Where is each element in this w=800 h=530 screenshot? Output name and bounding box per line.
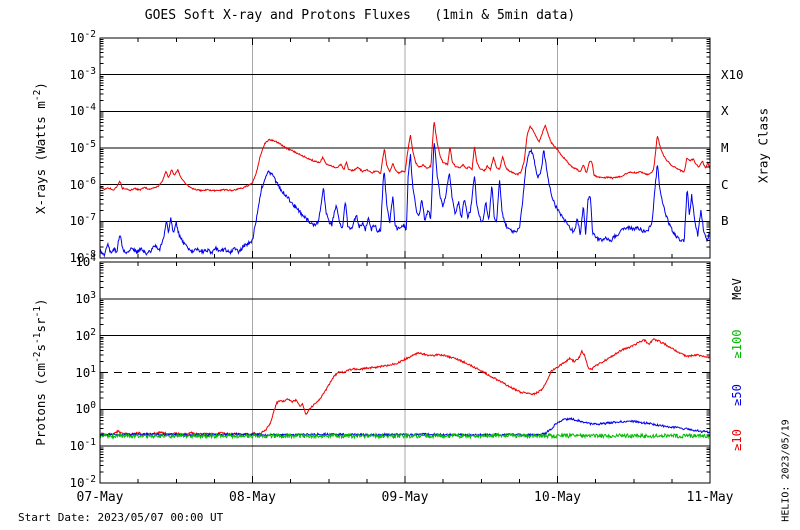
xray-short-series bbox=[100, 143, 710, 258]
xray-long-series bbox=[100, 122, 710, 193]
protons-ge100-series bbox=[100, 432, 710, 440]
